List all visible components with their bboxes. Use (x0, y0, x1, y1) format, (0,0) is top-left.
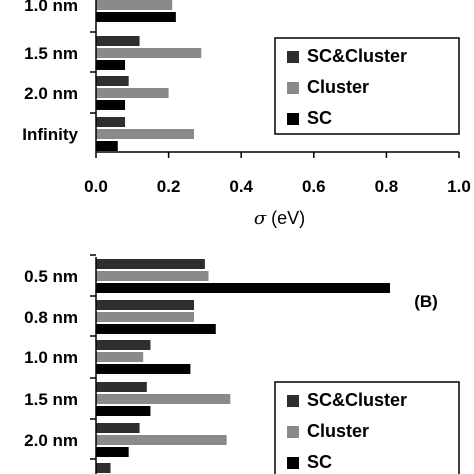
bar-sccluster (96, 300, 195, 310)
legend-label: SC&Cluster (307, 390, 407, 410)
x-axis-title: σ (eV) (254, 208, 305, 229)
bar-cluster (96, 0, 173, 10)
bar-cluster (96, 271, 209, 281)
legend-label: SC&Cluster (307, 46, 407, 66)
x-tick-label: 0.8 (375, 177, 399, 196)
category-label: Infinity (22, 125, 78, 144)
legend-swatch (287, 113, 299, 125)
category-label: 1.0 nm (24, 0, 78, 15)
legend-label: SC (307, 452, 332, 472)
bar-sc (96, 283, 391, 293)
legend-swatch (287, 51, 299, 63)
category-label: 1.5 nm (24, 44, 78, 63)
category-label: 1.0 nm (24, 348, 78, 367)
bar-sccluster (96, 423, 140, 433)
legend-box (274, 37, 460, 135)
bar-sc (96, 447, 129, 457)
legend-label: Cluster (307, 77, 369, 97)
category-label: 2.0 nm (24, 431, 78, 450)
bar-sccluster (96, 117, 126, 127)
category-label: 1.5 nm (24, 390, 78, 409)
x-tick-label: 0.2 (157, 177, 181, 196)
panel-label-box (407, 290, 445, 314)
category-label: 0.8 nm (24, 308, 78, 327)
bar-cluster (96, 129, 195, 139)
panel-a: 1.0 nm 1.5 nm 2.0 nm Infinity 0.0 0.2 0.4 0.6 0.… (22, 0, 471, 229)
legend-swatch (287, 426, 299, 438)
x-tick-label: 0.4 (229, 177, 253, 196)
category-label: Infinity (22, 471, 78, 474)
bar-cluster (96, 48, 202, 58)
bar-sccluster (96, 340, 151, 350)
category-label: 0.5 nm (24, 267, 78, 286)
category-label: 2.0 nm (24, 84, 78, 103)
bar-cluster (96, 312, 195, 322)
panel-label: (B) (414, 292, 438, 311)
legend-label: SC (307, 108, 332, 128)
bar-sc (96, 406, 151, 416)
legend-label: Cluster (307, 421, 369, 441)
bar-sccluster (96, 76, 129, 86)
bar-sc (96, 100, 126, 110)
x-axis-symbol: σ (254, 208, 267, 229)
x-axis-unit: (eV) (266, 208, 305, 228)
bar-sccluster (96, 259, 205, 269)
bar-sc (96, 60, 126, 70)
bar-sc (96, 141, 118, 151)
x-tick-label: 0.0 (84, 177, 108, 196)
legend-swatch (287, 395, 299, 407)
x-tick-label: 1.0 (447, 177, 471, 196)
bar-cluster (96, 394, 231, 404)
bar-sccluster (96, 463, 111, 473)
bar-sc (96, 364, 191, 374)
panel-b: 0.5 nm 0.8 nm 1.0 nm 1.5 nm 2.0 nm Infinity (B… (22, 254, 460, 474)
x-tick-label: 0.6 (302, 177, 326, 196)
legend-box (274, 381, 460, 474)
bar-cluster (96, 352, 144, 362)
bar-cluster (96, 435, 227, 445)
bar-sc (96, 12, 176, 22)
bar-sccluster (96, 36, 140, 46)
bar-cluster (96, 88, 169, 98)
bar-sc (96, 324, 216, 334)
legend-swatch (287, 457, 299, 469)
legend-swatch (287, 82, 299, 94)
bar-sccluster (96, 382, 147, 392)
